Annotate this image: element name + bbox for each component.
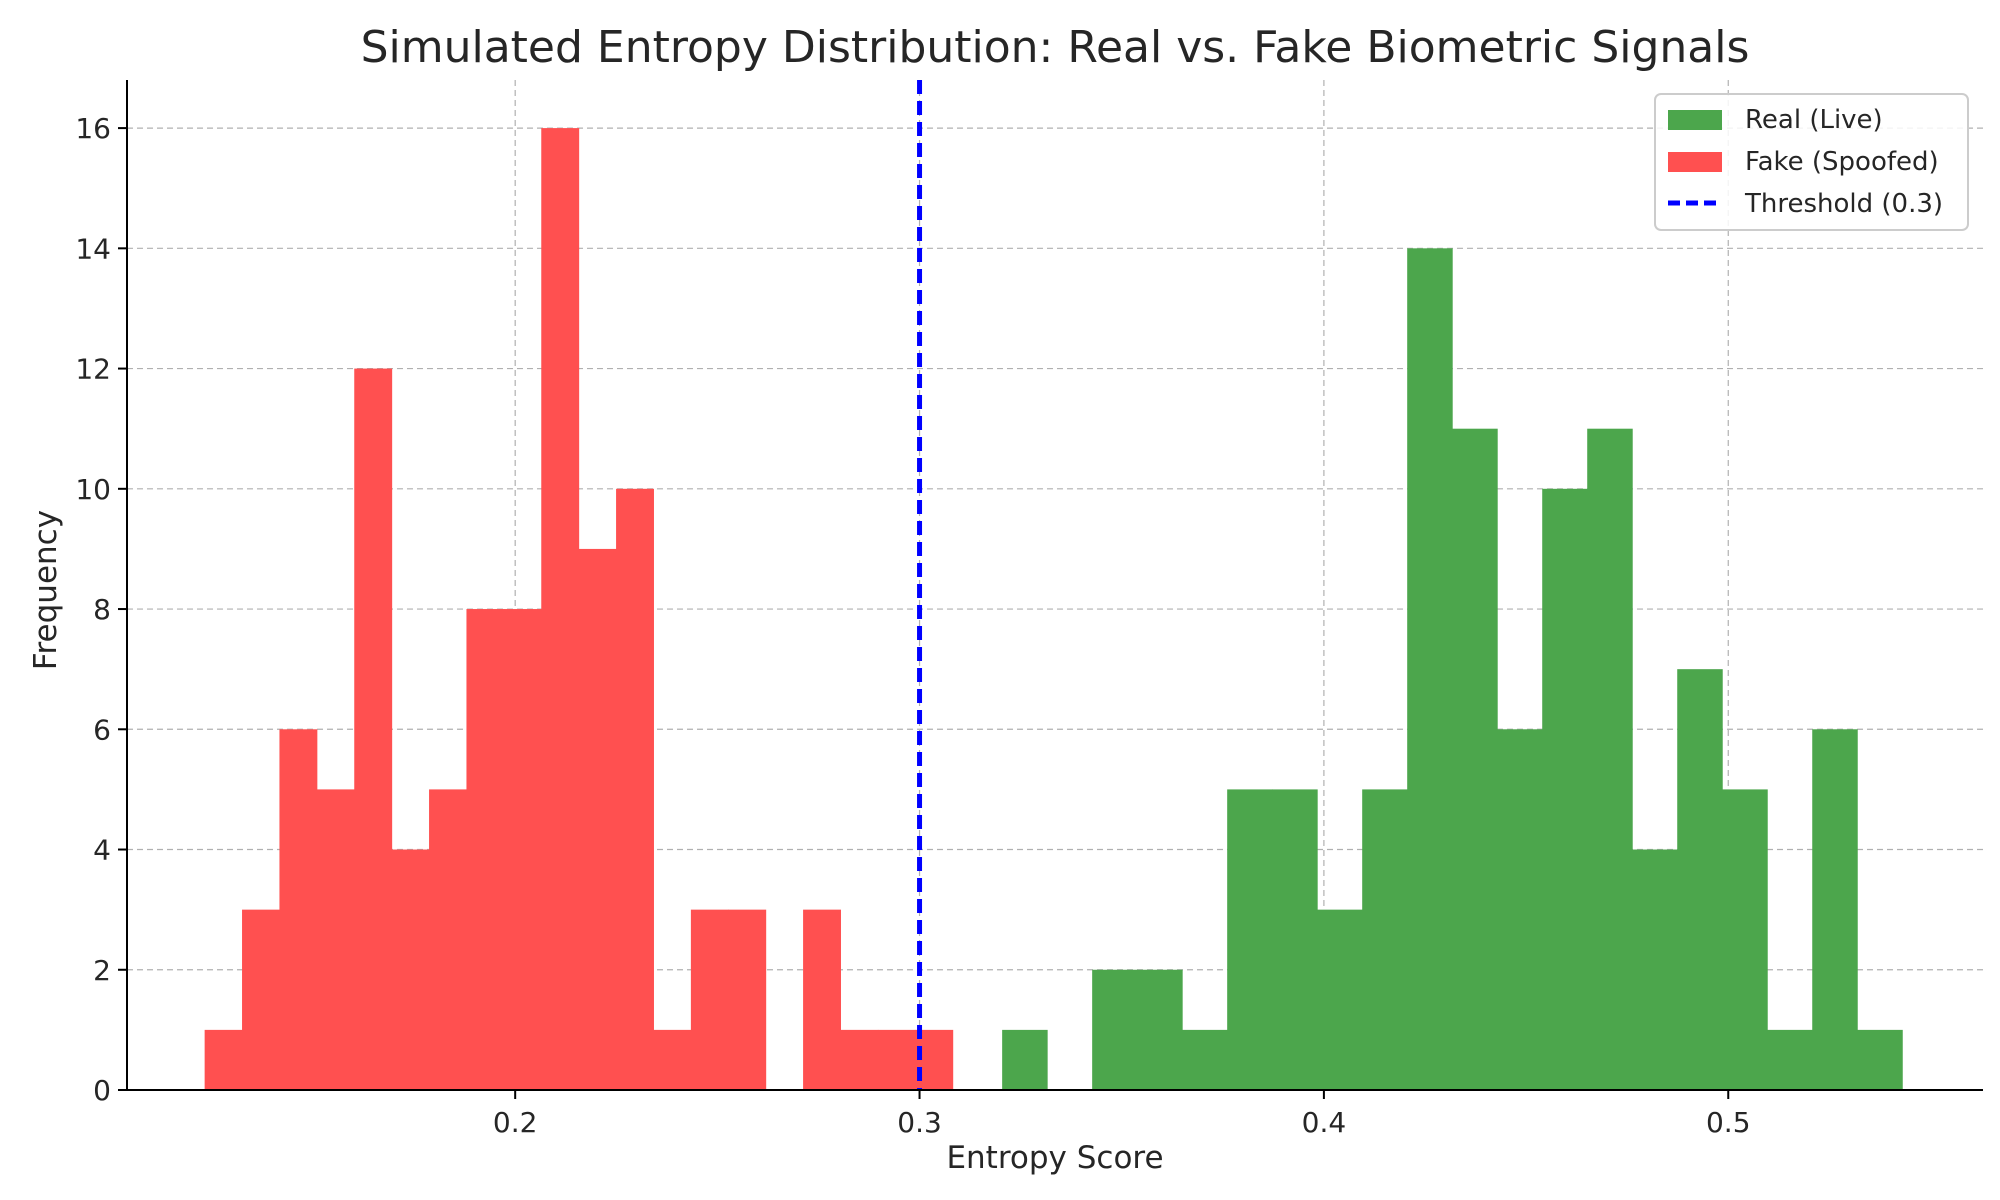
- fake-bar-17: [840, 1029, 879, 1090]
- real-bar-16: [1677, 669, 1723, 1090]
- y-tick-label-4: 8: [93, 593, 111, 626]
- legend: Real (Live) Fake (Spoofed) Threshold (0.…: [1654, 93, 1969, 231]
- legend-frame: [1654, 93, 1969, 231]
- y-tick-label-8: 16: [75, 112, 111, 145]
- real-bar-12: [1497, 729, 1543, 1090]
- real-bar-7: [1272, 789, 1318, 1090]
- fake-bar-12: [653, 1029, 692, 1090]
- fake-bar-1: [242, 909, 280, 1090]
- real-bar-8: [1317, 909, 1363, 1090]
- x-tick-label-0: 0.2: [493, 1106, 538, 1139]
- fake-bar-13: [690, 909, 729, 1090]
- fake-bar-3: [316, 789, 355, 1090]
- legend-label-real: Real (Live): [1745, 105, 1883, 135]
- fake-bar-2: [279, 729, 318, 1090]
- x-axis-label: Entropy Score: [946, 1140, 1163, 1176]
- y-tick-label-0: 0: [93, 1074, 111, 1107]
- y-tick-label-3: 6: [93, 713, 111, 746]
- real-bar-10: [1407, 248, 1453, 1091]
- y-axis-label: Frequency: [28, 510, 64, 670]
- legend-label-fake: Fake (Spoofed): [1745, 147, 1939, 177]
- x-tick-label-3: 0.5: [1706, 1106, 1751, 1139]
- x-tick-label-2: 0.4: [1302, 1106, 1347, 1139]
- real-bar-17: [1722, 789, 1768, 1090]
- real-bar-18: [1767, 1029, 1813, 1090]
- fake-bar-4: [354, 368, 393, 1091]
- real-bar-19: [1812, 729, 1858, 1090]
- real-bar-11: [1452, 428, 1498, 1090]
- real-bar-9: [1362, 789, 1408, 1090]
- real-bar-5: [1182, 1029, 1228, 1090]
- y-tick-label-1: 2: [93, 954, 111, 987]
- y-tick-label-7: 14: [75, 232, 111, 265]
- y-tick-label-6: 12: [75, 353, 111, 386]
- real-bar-14: [1587, 428, 1633, 1090]
- fake-bar-5: [391, 849, 430, 1090]
- y-tick-label-2: 4: [93, 834, 111, 867]
- chart-title: Simulated Entropy Distribution: Real vs.…: [361, 22, 1750, 73]
- legend-swatch-fake: [1668, 152, 1722, 172]
- real-bar-13: [1542, 488, 1588, 1090]
- real-bar-15: [1632, 849, 1678, 1090]
- fake-bar-11: [616, 488, 654, 1090]
- legend-label-threshold: Threshold (0.3): [1744, 189, 1943, 219]
- real-bar-20: [1857, 1029, 1903, 1090]
- fake-bar-0: [204, 1029, 243, 1090]
- legend-swatch-real: [1668, 110, 1722, 130]
- fake-bar-8: [503, 609, 542, 1090]
- fake-bar-6: [429, 789, 467, 1090]
- y-tick-label-5: 10: [75, 473, 111, 506]
- real-bar-6: [1227, 789, 1273, 1090]
- fake-bar-18: [877, 1029, 916, 1090]
- real-series-bars: [1002, 248, 1903, 1091]
- fake-bar-9: [541, 128, 580, 1091]
- x-ticks: 0.2 0.3 0.4 0.5: [493, 1090, 1751, 1139]
- fake-bar-10: [578, 548, 617, 1090]
- y-ticks: 0 2 4 6 8 10 12 14 16: [75, 112, 127, 1107]
- real-bar-3: [1092, 969, 1138, 1090]
- fake-bar-16: [803, 909, 841, 1090]
- fake-series-bars: [204, 128, 954, 1091]
- fake-bar-14: [728, 909, 767, 1090]
- fake-bar-7: [466, 609, 505, 1090]
- x-tick-label-1: 0.3: [897, 1106, 942, 1139]
- real-bar-4: [1137, 969, 1183, 1090]
- real-bar-1: [1002, 1029, 1048, 1090]
